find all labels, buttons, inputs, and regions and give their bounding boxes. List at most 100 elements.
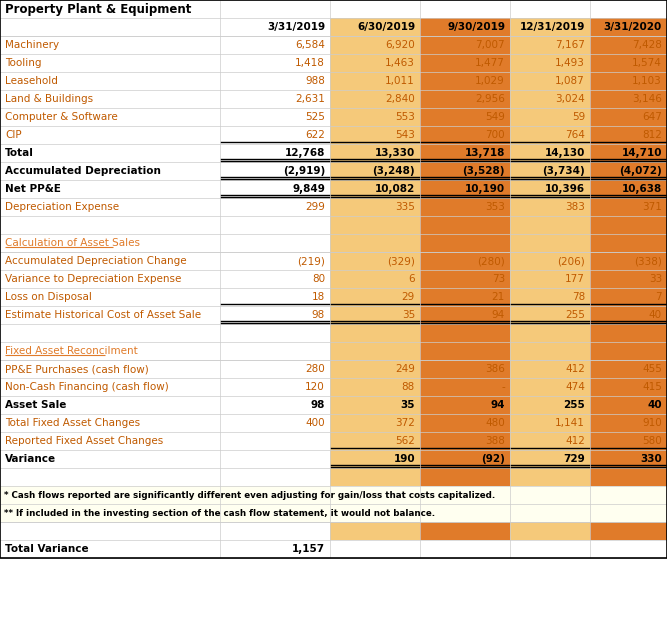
- Bar: [420, 54, 510, 72]
- Text: 33: 33: [649, 274, 662, 284]
- Bar: [330, 216, 420, 234]
- Bar: [590, 378, 667, 396]
- Bar: [330, 162, 420, 180]
- Bar: [590, 144, 667, 162]
- Text: 388: 388: [485, 436, 505, 446]
- Bar: [590, 432, 667, 450]
- Bar: [590, 288, 667, 306]
- Text: 88: 88: [402, 382, 415, 392]
- Bar: [220, 522, 330, 540]
- Bar: [420, 306, 510, 324]
- Text: 3/31/2020: 3/31/2020: [604, 22, 662, 32]
- Bar: [220, 252, 330, 270]
- Bar: [220, 198, 330, 216]
- Text: 299: 299: [305, 202, 325, 212]
- Bar: [220, 432, 330, 450]
- Text: 12,768: 12,768: [285, 148, 325, 158]
- Text: CIP: CIP: [5, 130, 21, 140]
- Text: Loss on Disposal: Loss on Disposal: [5, 292, 92, 302]
- Bar: [510, 234, 590, 252]
- Bar: [330, 360, 420, 378]
- Text: 80: 80: [312, 274, 325, 284]
- Bar: [510, 288, 590, 306]
- Bar: [590, 180, 667, 198]
- Text: Accumulated Depreciation: Accumulated Depreciation: [5, 166, 161, 176]
- Bar: [510, 72, 590, 90]
- Text: (3,248): (3,248): [372, 166, 415, 176]
- Bar: [420, 72, 510, 90]
- Text: 98: 98: [311, 400, 325, 410]
- Bar: [0, 0, 667, 18]
- Bar: [330, 270, 420, 288]
- Text: 1,477: 1,477: [475, 58, 505, 68]
- Text: 94: 94: [490, 400, 505, 410]
- Bar: [220, 36, 330, 54]
- Text: (3,528): (3,528): [462, 166, 505, 176]
- Text: 383: 383: [565, 202, 585, 212]
- Bar: [0, 504, 667, 522]
- Bar: [590, 414, 667, 432]
- Text: 1,574: 1,574: [632, 58, 662, 68]
- Bar: [420, 288, 510, 306]
- Bar: [510, 18, 590, 36]
- Bar: [590, 306, 667, 324]
- Bar: [510, 216, 590, 234]
- Bar: [590, 162, 667, 180]
- Bar: [220, 378, 330, 396]
- Bar: [220, 396, 330, 414]
- Bar: [420, 396, 510, 414]
- Text: 21: 21: [492, 292, 505, 302]
- Bar: [420, 216, 510, 234]
- Bar: [420, 432, 510, 450]
- Bar: [330, 432, 420, 450]
- Bar: [510, 36, 590, 54]
- Bar: [0, 540, 667, 558]
- Text: 647: 647: [642, 112, 662, 122]
- Bar: [590, 396, 667, 414]
- Bar: [330, 414, 420, 432]
- Text: 580: 580: [642, 436, 662, 446]
- Text: 1,418: 1,418: [295, 58, 325, 68]
- Bar: [420, 108, 510, 126]
- Text: PP&E Purchases (cash flow): PP&E Purchases (cash flow): [5, 364, 149, 374]
- Bar: [510, 180, 590, 198]
- Bar: [420, 414, 510, 432]
- Text: 1,011: 1,011: [386, 76, 415, 86]
- Text: * Cash flows reported are significantly different even adjusting for gain/loss t: * Cash flows reported are significantly …: [4, 490, 496, 499]
- Text: 330: 330: [640, 454, 662, 464]
- Bar: [510, 252, 590, 270]
- Bar: [0, 126, 220, 144]
- Text: 2,840: 2,840: [386, 94, 415, 104]
- Text: Reported Fixed Asset Changes: Reported Fixed Asset Changes: [5, 436, 163, 446]
- Bar: [590, 72, 667, 90]
- Bar: [420, 468, 510, 486]
- Bar: [590, 18, 667, 36]
- Bar: [420, 234, 510, 252]
- Bar: [590, 36, 667, 54]
- Bar: [330, 144, 420, 162]
- Bar: [330, 324, 420, 342]
- Bar: [220, 360, 330, 378]
- Bar: [510, 108, 590, 126]
- Text: 372: 372: [395, 418, 415, 428]
- Text: 353: 353: [485, 202, 505, 212]
- Text: Total Variance: Total Variance: [5, 544, 89, 554]
- Bar: [510, 342, 590, 360]
- Bar: [0, 198, 220, 216]
- Text: 35: 35: [400, 400, 415, 410]
- Text: 13,718: 13,718: [465, 148, 505, 158]
- Bar: [0, 234, 220, 252]
- Text: 35: 35: [402, 310, 415, 320]
- Bar: [510, 324, 590, 342]
- Text: 474: 474: [565, 382, 585, 392]
- Bar: [330, 450, 420, 468]
- Bar: [0, 396, 220, 414]
- Text: 553: 553: [395, 112, 415, 122]
- Text: Total Fixed Asset Changes: Total Fixed Asset Changes: [5, 418, 140, 428]
- Text: 255: 255: [563, 400, 585, 410]
- Bar: [220, 306, 330, 324]
- Bar: [220, 288, 330, 306]
- Text: 7,007: 7,007: [476, 40, 505, 50]
- Text: 10,396: 10,396: [545, 184, 585, 194]
- Bar: [510, 468, 590, 486]
